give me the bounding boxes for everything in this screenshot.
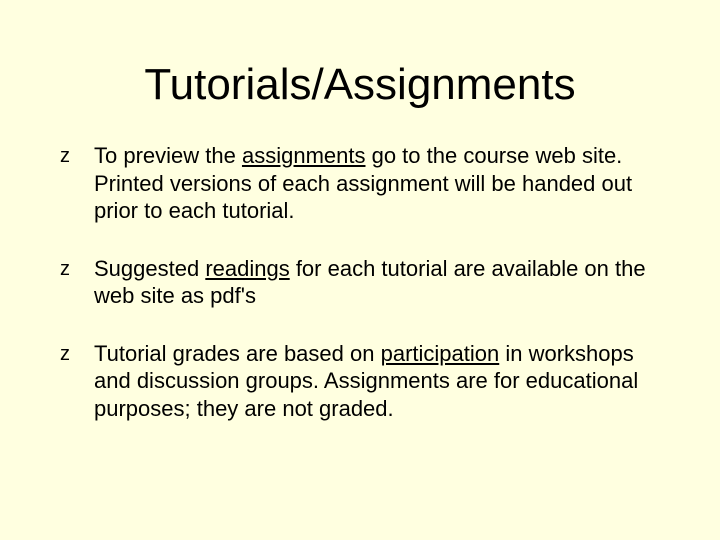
bullet-text-underline: assignments bbox=[242, 143, 366, 168]
bullet-list: z To preview the assignments go to the c… bbox=[60, 142, 660, 422]
bullet-text-pre: Tutorial grades are based on bbox=[94, 341, 381, 366]
bullet-text-pre: To preview the bbox=[94, 143, 242, 168]
slide-title: Tutorials/Assignments bbox=[60, 60, 660, 110]
bullet-text-pre: Suggested bbox=[94, 256, 205, 281]
bullet-text-underline: readings bbox=[205, 256, 289, 281]
bullet-item: z Suggested readings for each tutorial a… bbox=[60, 255, 660, 310]
bullet-marker-icon: z bbox=[60, 342, 70, 367]
bullet-item: z To preview the assignments go to the c… bbox=[60, 142, 660, 225]
bullet-item: z Tutorial grades are based on participa… bbox=[60, 340, 660, 423]
bullet-text-underline: participation bbox=[381, 341, 500, 366]
bullet-marker-icon: z bbox=[60, 144, 70, 169]
slide: Tutorials/Assignments z To preview the a… bbox=[0, 0, 720, 540]
bullet-marker-icon: z bbox=[60, 257, 70, 282]
